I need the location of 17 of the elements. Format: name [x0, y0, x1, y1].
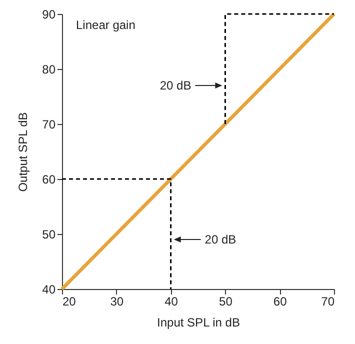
x-axis-title: Input SPL in dB — [157, 316, 240, 330]
y-tick-label: 90 — [42, 8, 56, 22]
annotation: Linear gain — [76, 18, 136, 32]
x-tick-label: 20 — [62, 294, 76, 308]
x-tick-label: 40 — [164, 294, 178, 308]
x-tick-label: 60 — [273, 294, 288, 308]
annotation: 20 dB — [160, 78, 192, 92]
x-tick-label: 70 — [321, 294, 335, 308]
y-tick-label: 40 — [42, 282, 56, 296]
y-tick-label: 70 — [42, 118, 56, 132]
y-tick-label: 80 — [42, 62, 56, 76]
y-axis-title: Output SPL dB — [16, 112, 30, 192]
x-tick-label: 50 — [219, 294, 233, 308]
x-tick-label: 30 — [110, 294, 124, 308]
y-tick-label: 50 — [42, 228, 56, 242]
y-tick-label: 60 — [42, 172, 56, 186]
annotation: 20 dB — [204, 232, 236, 246]
